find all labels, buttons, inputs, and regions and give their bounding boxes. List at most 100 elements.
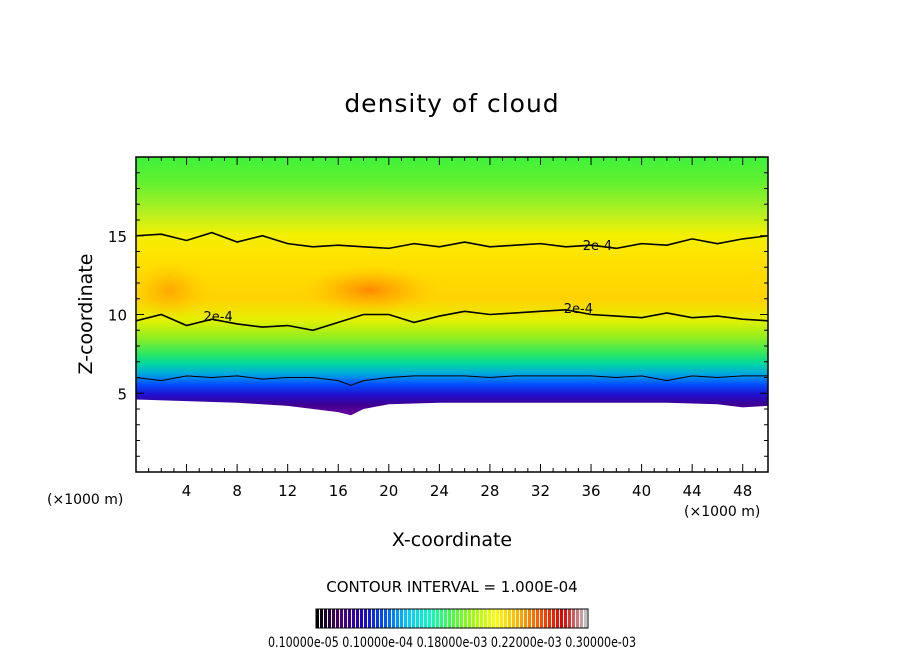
contour-lines [136,231,768,386]
colorbar-swatch [356,609,359,628]
colorbar-swatch [348,609,351,628]
colorbar-swatch [476,609,479,628]
colorbar-swatch [436,609,439,628]
colorbar-swatch [580,609,583,628]
contour-label: 2e-4 [564,302,593,317]
colorbar-swatch [516,609,519,628]
x-tick-label: 12 [278,482,297,500]
x-tick-label: 16 [329,482,348,500]
colorbar-frame [315,608,589,629]
y-tick-label: 15 [108,228,127,246]
colorbar-swatch [548,609,551,628]
colorbar-swatch [376,609,379,628]
cloud-density-field [136,157,768,416]
contour-label: 2e-4 [583,239,612,254]
x-tick-label: 8 [232,482,242,500]
colorbar-swatch [524,609,527,628]
colorbar-swatch [532,609,535,628]
colorbar-swatch [576,609,579,628]
colorbar-swatch [572,609,575,628]
colorbar-swatch [372,609,375,628]
high-density-left [136,260,210,320]
x-tick-label: 32 [531,482,550,500]
colorbar-swatch [472,609,475,628]
contour-label: 2e-4 [204,310,233,325]
colorbar-swatch [320,609,323,628]
x-tick-label: 28 [480,482,499,500]
colorbar-swatch [392,609,395,628]
y-tick-label: 10 [108,307,127,325]
colorbar-swatch [504,609,507,628]
colorbar-swatch [428,609,431,628]
colorbar-swatch [416,609,419,628]
colorbar-swatch [344,609,347,628]
colorbar-swatch [464,609,467,628]
colorbar-swatch [412,609,415,628]
colorbar-swatch [484,609,487,628]
colorbar-swatch [384,609,387,628]
y-axis-ticks: 5 10 15 [108,172,768,457]
colorbar [315,608,589,629]
colorbar-swatch [340,609,343,628]
x-axis-ticks: 4 8 12 16 20 24 28 32 36 40 44 48 [148,157,756,500]
colorbar-swatch [352,609,355,628]
colorbar-swatch [420,609,423,628]
colorbar-swatch [396,609,399,628]
colorbar-swatch [568,609,571,628]
colorbar-swatch [400,609,403,628]
colorbar-swatch [528,609,531,628]
colorbar-swatch [360,609,363,628]
contour-labels: 2e-4 2e-4 2e-4 [204,239,612,325]
colorbar-swatch [380,609,383,628]
colorbar-swatch [540,609,543,628]
x-axis-label: X-coordinate [392,529,512,551]
colorbar-swatch [488,609,491,628]
x-tick-label: 44 [683,482,702,500]
colorbar-swatch [316,609,319,628]
x-tick-label: 4 [182,482,192,500]
y-tick-label: 5 [117,385,127,403]
x-units-left: (×1000 m) [47,492,123,508]
x-units-right: (×1000 m) [684,504,760,520]
colorbar-swatch [492,609,495,628]
colorbar-swatch [332,609,335,628]
x-tick-label: 20 [379,482,398,500]
colorbar-swatch [456,609,459,628]
colorbar-swatch [500,609,503,628]
colorbar-swatch [560,609,563,628]
colorbar-swatch [584,609,587,628]
colorbar-swatch [336,609,339,628]
contour-line [136,231,768,250]
colorbar-swatch [520,609,523,628]
x-tick-label: 24 [430,482,449,500]
colorbar-swatch [448,609,451,628]
x-tick-label: 36 [581,482,600,500]
plot-area: 2e-42e-42e-4 4 8 12 16 20 24 28 32 36 40 44 48 5101… [108,156,769,500]
colorbar-swatch [460,609,463,628]
colorbar-swatch [408,609,411,628]
chart-title: density of cloud [344,89,559,118]
colorbar-swatch [388,609,391,628]
colorbar-swatch [468,609,471,628]
contour-interval-text: CONTOUR INTERVAL = 1.000E-04 [326,578,577,596]
colorbar-swatch [496,609,499,628]
colorbar-swatch [556,609,559,628]
y-axis-label: Z-coordinate [75,254,97,375]
colorbar-swatch [444,609,447,628]
colorbar-swatch [368,609,371,628]
contour-line [136,375,768,386]
colorbar-swatch [452,609,455,628]
colorbar-swatch [324,609,327,628]
x-tick-label: 40 [632,482,651,500]
colorbar-swatch [480,609,483,628]
colorbar-swatch [564,609,567,628]
colorbar-swatch [552,609,555,628]
colorbar-swatch [328,609,331,628]
colorbar-swatch [440,609,443,628]
colorbar-swatch [544,609,547,628]
colorbar-swatch [364,609,367,628]
colorbar-swatch [432,609,435,628]
x-tick-label: 48 [733,482,752,500]
colorbar-swatch [508,609,511,628]
